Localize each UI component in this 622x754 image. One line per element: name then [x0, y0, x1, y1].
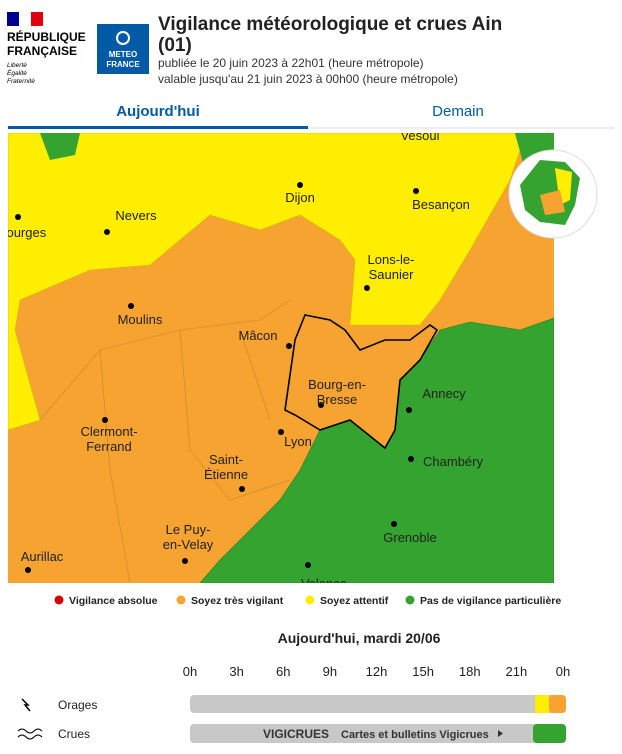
city-dot [15, 214, 21, 220]
city-label: Bresse [317, 392, 357, 407]
tab[interactable]: Aujourd'hui [116, 103, 200, 120]
hour-label: 21h [506, 664, 528, 679]
city-label: Dijon [285, 190, 315, 205]
vigicrues-link[interactable]: Cartes et bulletins Vigicrues [341, 729, 489, 741]
flag [7, 12, 19, 26]
hour-label: 12h [366, 664, 388, 679]
city-label: Lyon [284, 434, 312, 449]
legend-swatch [305, 595, 315, 605]
storm-icon [21, 698, 31, 712]
orages-yellow [535, 695, 549, 713]
motto: Fraternité [7, 78, 35, 85]
city-dot [318, 402, 324, 408]
inset [508, 149, 598, 239]
legend-label: Vigilance absolue [69, 595, 158, 607]
city-label: Annecy [422, 386, 466, 401]
map: Vesoul Bourges Nevers Dijon Besançon Lons-le-… [0, 121, 554, 591]
tab-underline [8, 126, 308, 129]
city-dot [278, 429, 284, 435]
city-label: Nevers [115, 208, 157, 223]
departments [39, 299, 291, 583]
republic: RÉPUBLIQUE [7, 29, 86, 44]
motto: Égalité [7, 68, 27, 77]
zone-yellow [8, 133, 521, 431]
meteo-icon [116, 31, 130, 45]
city-label: Clermont- [80, 424, 137, 439]
crues-bar[interactable] [190, 724, 566, 743]
city-dot [239, 486, 245, 492]
inset-orange [540, 190, 565, 215]
link-arrow [498, 730, 503, 737]
crues-green [533, 724, 566, 743]
city-dot [104, 229, 110, 235]
hour-label: 0h [556, 664, 570, 679]
city-label: Lons-le- [368, 252, 415, 267]
city-label: Bourges [0, 225, 47, 240]
flood-icon [17, 728, 43, 740]
city-label: Besançon [412, 197, 470, 212]
city-dot [413, 188, 419, 194]
city-label: Aurillac [21, 549, 64, 564]
city-label: en-Velay [163, 537, 214, 552]
hour-label: 6h [276, 664, 290, 679]
city-label: Ferrand [86, 439, 132, 454]
hour-label: 18h [459, 664, 481, 679]
legend-swatch [54, 595, 64, 605]
timeline-date: Aujourd'hui, mardi 20/06 [278, 630, 441, 646]
city-dot [408, 456, 414, 462]
published: publiée le 20 juin 2023 à 22h01 (heure m… [158, 56, 424, 70]
city-dot [395, 121, 401, 127]
orages-bar [190, 695, 566, 713]
row-label: Orages [58, 698, 97, 712]
city-label: Le Puy- [166, 522, 211, 537]
valid: valable jusqu'au 21 juin 2023 à 00h00 (h… [158, 72, 458, 86]
title: (01) [158, 35, 192, 56]
city-label: Vesoul [400, 128, 439, 143]
city-label: Moulins [118, 312, 163, 327]
city-label: Bourg-en- [308, 377, 366, 392]
city-dot [391, 521, 397, 527]
hour-label: 9h [323, 664, 337, 679]
city-dot [406, 407, 412, 413]
city-label: Chambéry [423, 454, 483, 469]
legend-label: Soyez attentif [320, 595, 389, 607]
hour-label: 0h [183, 664, 197, 679]
city-label: Mâcon [238, 328, 277, 343]
republic: FRANÇAISE [7, 44, 77, 58]
legend-swatch [176, 595, 186, 605]
legend: Vigilance absolue Soyez très vigilant Soye… [54, 595, 561, 607]
flag [31, 12, 43, 26]
hour-label: 3h [229, 664, 243, 679]
meteo-text: FRANCE [106, 60, 140, 69]
ain-outline [284, 314, 439, 450]
city-dot [286, 343, 292, 349]
vigicrues-brand[interactable]: VIGICRUES [263, 727, 329, 741]
legend-label: Pas de vigilance particulière [420, 595, 561, 607]
city-dot [305, 562, 311, 568]
motto: Liberté [7, 62, 27, 69]
row-label: Crues [58, 727, 90, 741]
city-label: Étienne [204, 467, 248, 482]
meteo-text: METEO [109, 50, 137, 59]
city-dot [102, 417, 108, 423]
orages-orange [549, 695, 566, 713]
city-label: Saint- [209, 452, 243, 467]
title: Vigilance météorologique et crues Ain [158, 14, 502, 35]
city-label: Valence [301, 576, 347, 591]
legend-label: Soyez très vigilant [191, 595, 284, 607]
city-label: Grenoble [383, 530, 436, 545]
city-dot [128, 303, 134, 309]
city-dot [182, 558, 188, 564]
zone-green [40, 133, 80, 160]
city-dot [364, 285, 370, 291]
hour-label: 15h [412, 664, 434, 679]
city-label: Saunier [369, 267, 414, 282]
tab[interactable]: Demain [432, 103, 484, 120]
city-dot [25, 567, 31, 573]
city-dot [297, 182, 303, 188]
legend-swatch [405, 595, 415, 605]
